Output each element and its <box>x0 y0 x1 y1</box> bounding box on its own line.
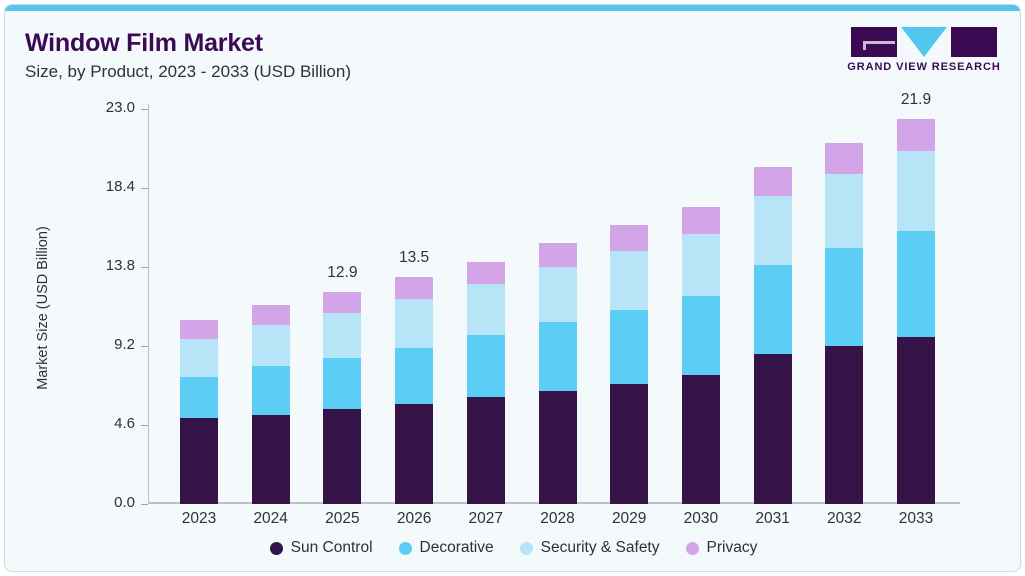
bar-segment[interactable] <box>251 304 290 326</box>
y-axis-tick-mark <box>141 424 148 426</box>
bar-segment[interactable] <box>395 299 434 348</box>
bar-segment[interactable] <box>180 338 218 377</box>
bar-segment[interactable] <box>753 264 792 355</box>
bar-segment[interactable] <box>466 397 505 504</box>
y-axis-tick-label: 23.0 <box>105 98 135 116</box>
logo-r-mark-icon <box>951 27 997 57</box>
x-axis-tick-label: 2025 <box>325 510 360 527</box>
bar-value-label: 12.9 <box>327 264 358 282</box>
legend-item[interactable]: Sun Control <box>269 539 373 557</box>
bar-value-label: 13.5 <box>399 249 430 267</box>
bar-segment[interactable] <box>610 225 649 252</box>
bar-segment[interactable] <box>395 347 434 405</box>
y-axis-line <box>148 104 149 502</box>
bar-segment[interactable] <box>180 320 218 339</box>
bar-segment[interactable] <box>753 166 792 197</box>
bar-segment[interactable] <box>466 283 505 336</box>
bar-segment[interactable] <box>681 206 720 234</box>
bar-segment[interactable] <box>681 234 720 296</box>
bar-segment[interactable] <box>538 266 577 322</box>
bar-segment[interactable] <box>180 376 218 419</box>
bar-segment[interactable] <box>251 325 290 367</box>
legend-dot-icon <box>519 541 533 555</box>
legend-item-label: Privacy <box>706 539 758 556</box>
x-axis-tick-label: 2030 <box>683 510 719 527</box>
bar-segment[interactable] <box>825 173 864 248</box>
bar-segment[interactable] <box>610 383 649 504</box>
y-axis-tick-label: 13.8 <box>105 256 135 274</box>
y-axis-tick-mark <box>141 504 148 505</box>
bar-segment[interactable] <box>323 313 362 358</box>
x-axis-tick-label: 2028 <box>540 510 575 527</box>
x-axis-tick-label: 2033 <box>898 510 934 527</box>
bar-segment[interactable] <box>897 118 935 152</box>
bar-segment[interactable] <box>538 321 577 391</box>
bar-value-label: 21.9 <box>900 90 932 108</box>
bar-segment[interactable] <box>825 345 864 504</box>
y-axis-tick-label: 9.2 <box>114 335 135 353</box>
legend-item[interactable]: Privacy <box>685 539 758 557</box>
y-axis-title: Market Size (USD Billion) <box>35 226 51 390</box>
bar-segment[interactable] <box>897 151 935 231</box>
accent-bar <box>5 5 1020 11</box>
bar-segment[interactable] <box>538 390 577 504</box>
legend-item-label: Sun Control <box>290 539 373 556</box>
y-axis-tick-label: 18.4 <box>105 177 135 195</box>
x-axis-tick-label: 2023 <box>181 510 217 527</box>
x-axis-tick-label: 2024 <box>253 510 288 527</box>
grand-view-research-logo: GRAND VIEW RESEARCH <box>846 27 1002 79</box>
bar-segment[interactable] <box>395 404 434 504</box>
bar-segment[interactable] <box>323 409 362 504</box>
y-axis-tick-label: 0.0 <box>114 494 135 511</box>
bar-segment[interactable] <box>897 337 935 504</box>
bar-segment[interactable] <box>681 375 720 504</box>
logo-text: GRAND VIEW RESEARCH <box>847 61 1001 73</box>
bar-segment[interactable] <box>466 261 505 284</box>
y-axis-tick-mark <box>141 108 148 110</box>
x-axis-tick-label: 2026 <box>396 510 432 527</box>
bar-segment[interactable] <box>538 242 577 267</box>
bar-segment[interactable] <box>251 366 290 415</box>
legend-item[interactable]: Security & Safety <box>519 539 660 557</box>
bar-segment[interactable] <box>395 277 434 300</box>
bar-segment[interactable] <box>323 292 362 314</box>
bar-segment[interactable] <box>610 309 649 384</box>
y-axis-tick-mark <box>141 266 148 268</box>
chart-card: Window Film Market Size, by Product, 202… <box>4 4 1021 572</box>
bar-segment[interactable] <box>681 295 720 376</box>
bar-segment[interactable] <box>180 418 218 504</box>
logo-v-mark-icon <box>901 27 947 57</box>
bar-segment[interactable] <box>323 357 362 410</box>
legend-dot-icon <box>398 541 412 555</box>
legend-dot-icon <box>685 541 699 555</box>
bar-segment[interactable] <box>753 196 792 265</box>
x-axis-tick-label: 2029 <box>611 510 647 527</box>
page-subtitle: Size, by Product, 2023 - 2033 (USD Billi… <box>25 62 351 81</box>
y-axis-tick-mark <box>141 345 148 347</box>
logo-g-mark-icon <box>851 27 897 57</box>
x-axis-tick-label: 2032 <box>827 510 862 527</box>
page-title: Window Film Market <box>25 29 263 57</box>
x-axis-tick-label: 2031 <box>755 510 790 527</box>
y-axis-tick-label: 4.6 <box>114 414 135 432</box>
logo-marks <box>846 27 1002 59</box>
bar-segment[interactable] <box>897 230 935 338</box>
chart-plot-area: Market Size (USD Billion) 0.0 4.6 9.2 13.8 1… <box>5 5 1020 571</box>
chart-legend: Sun Control Decorative Security & Safety Pr… <box>5 539 1020 557</box>
legend-item-label: Security & Safety <box>540 539 660 556</box>
y-axis-tick-mark <box>141 187 148 189</box>
legend-item[interactable]: Decorative <box>398 539 494 557</box>
bar-segment[interactable] <box>466 335 505 398</box>
bar-segment[interactable] <box>610 251 649 310</box>
bar-segment[interactable] <box>825 247 864 346</box>
bar-segment[interactable] <box>251 414 290 504</box>
bar-segment[interactable] <box>825 142 864 174</box>
legend-dot-icon <box>269 541 283 555</box>
legend-item-label: Decorative <box>419 539 494 556</box>
x-axis-tick-label: 2027 <box>468 510 504 527</box>
bar-segment[interactable] <box>753 354 792 504</box>
